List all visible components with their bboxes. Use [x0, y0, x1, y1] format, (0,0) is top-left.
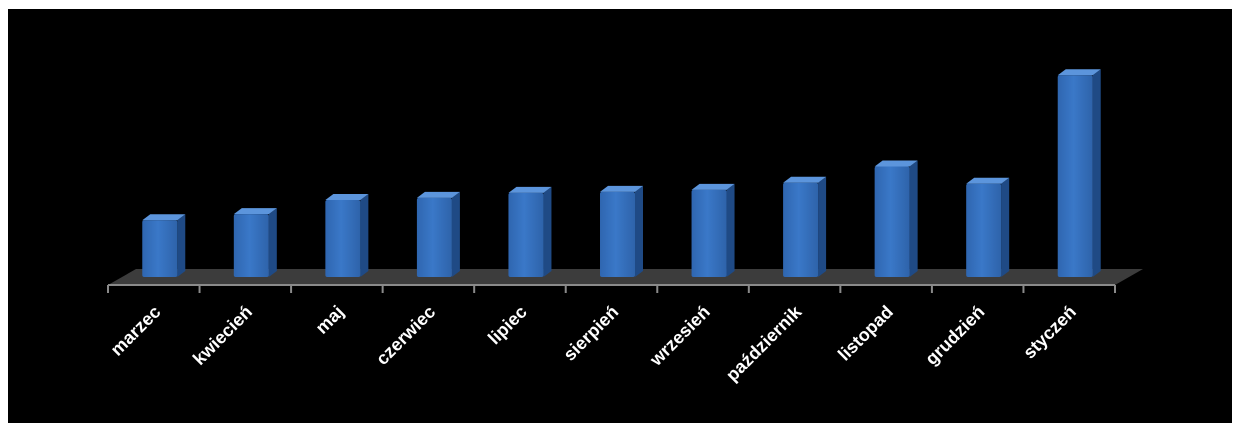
bar: [416, 191, 460, 277]
bar-front: [783, 182, 819, 277]
bar-side: [726, 183, 735, 277]
bar-top: [783, 176, 827, 183]
bar: [142, 214, 186, 277]
bar: [874, 160, 918, 277]
x-tick-label: czerwiec: [372, 302, 439, 369]
chart-area: marzec kwiecień maj czerwiec lipiec sierpień w…: [8, 9, 1232, 423]
bar-front: [325, 199, 361, 277]
x-tick-label: sierpień: [559, 302, 622, 365]
bar-top: [142, 214, 186, 221]
bar-front: [233, 214, 269, 277]
bar-side: [543, 186, 552, 277]
bar-top: [874, 160, 918, 167]
x-tick-label: maj: [312, 302, 348, 338]
bar-front: [142, 220, 178, 277]
x-axis-ticks: [107, 285, 1116, 293]
bar: [966, 177, 1010, 277]
x-axis-labels: marzec kwiecień maj czerwiec lipiec sierpień w…: [107, 301, 1080, 385]
bar-top: [1057, 69, 1101, 76]
bar-front: [416, 197, 452, 277]
x-tick-label: październik: [722, 301, 806, 385]
bar-side: [818, 176, 827, 277]
bar: [233, 208, 277, 277]
bar-side: [1092, 69, 1101, 277]
bar-front: [508, 192, 544, 277]
bar-side: [909, 160, 918, 277]
bar-side: [360, 193, 369, 277]
bar-top: [966, 177, 1010, 184]
bar-side: [268, 208, 277, 277]
bar-top: [416, 191, 460, 198]
bar: [1057, 69, 1101, 277]
x-tick-label: kwiecień: [189, 302, 256, 369]
chart-svg: marzec kwiecień maj czerwiec lipiec sierpień w…: [107, 69, 1143, 385]
x-tick-label: grudzień: [921, 302, 988, 369]
bar-top: [600, 185, 643, 192]
bar-top: [233, 208, 277, 215]
bar-series: [142, 69, 1101, 277]
bar: [508, 186, 552, 277]
bar-front: [1057, 75, 1093, 277]
bar-front: [600, 191, 635, 277]
bar-front: [874, 166, 910, 277]
bar-side: [1001, 177, 1010, 277]
x-tick-label: listopad: [834, 302, 897, 365]
x-tick-label: wrzesień: [645, 302, 714, 371]
bar: [783, 176, 827, 277]
bar-top: [508, 186, 552, 193]
bar-front: [966, 183, 1002, 277]
x-tick-label: styczeń: [1019, 302, 1080, 363]
bar-top: [325, 193, 369, 200]
bar-side: [177, 214, 186, 277]
bar-side: [451, 191, 460, 277]
bar-side: [635, 185, 643, 277]
bar-front: [691, 189, 727, 277]
bar: [600, 185, 643, 277]
bar: [691, 183, 735, 277]
x-tick-label: marzec: [107, 302, 165, 360]
x-tick-label: lipiec: [484, 302, 531, 349]
bar: [325, 193, 369, 277]
bar-top: [691, 183, 735, 190]
